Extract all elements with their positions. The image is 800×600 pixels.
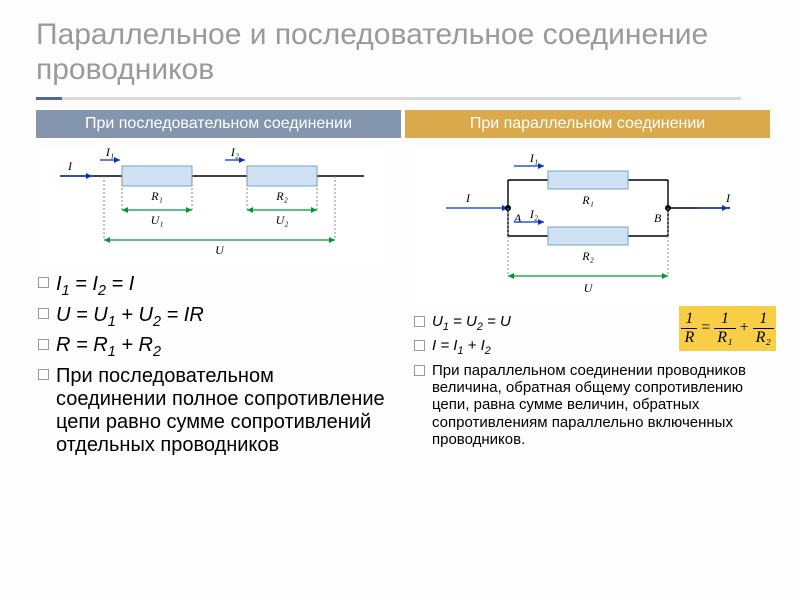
resistance-formula: 1R = 1R₁ + 1R₂ (679, 306, 776, 351)
slide: Параллельное и последовательное соединен… (0, 0, 800, 600)
svg-text:I₂: I₂ (529, 207, 538, 221)
column-series: I R₁ I₁ U₁ R₂ I₂ U₂ U I1 = I2 = I U = U1 + U2 =… (36, 142, 394, 459)
series-diagram: I R₁ I₁ U₁ R₂ I₂ U₂ U (36, 148, 388, 263)
title-rule (36, 97, 741, 100)
svg-text:R₂: R₂ (581, 249, 594, 263)
banners: При последовательном соединении При пара… (36, 110, 770, 138)
svg-text:U₁: U₁ (151, 213, 164, 227)
svg-text:B: B (654, 211, 662, 225)
page-title: Параллельное и последовательное соединен… (36, 18, 770, 93)
series-eq2: U = U1 + U2 = IR (38, 302, 388, 333)
svg-text:R₂: R₂ (275, 189, 288, 203)
svg-text:R₁: R₁ (150, 189, 163, 203)
parallel-text: При параллельном соединении проводников … (414, 360, 764, 450)
svg-text:U: U (584, 281, 594, 295)
series-eq3: R = R1 + R2 (38, 332, 388, 363)
formula-r2-d: R₂ (753, 329, 774, 347)
svg-text:I₂: I₂ (230, 148, 239, 159)
formula-r2-n: 1 (753, 310, 774, 329)
svg-text:U: U (215, 243, 225, 257)
formula-r1-d: R₁ (714, 329, 735, 347)
rule-rest (62, 97, 741, 100)
columns: I R₁ I₁ U₁ R₂ I₂ U₂ U I1 = I2 = I U = U1 + U2 =… (36, 142, 770, 459)
svg-text:I: I (465, 191, 471, 205)
rule-accent (36, 97, 62, 100)
parallel-diagram: I I A B R₁ I₁ R₂ I₂ U (412, 148, 764, 303)
column-parallel: IIABR₁I₁R₂I₂U U1 = U2 = U I = I1 + I2 Пр… (394, 142, 770, 459)
svg-text:I: I (67, 159, 73, 173)
formula-lhs-n: 1 (681, 310, 697, 329)
banner-parallel: При параллельном соединении (405, 110, 770, 138)
svg-text:R₁: R₁ (581, 193, 594, 207)
svg-text:U₂: U₂ (276, 213, 289, 227)
series-eq1: I1 = I2 = I (38, 271, 388, 302)
svg-text:I₁: I₁ (105, 148, 114, 159)
formula-r1-n: 1 (714, 310, 735, 329)
series-list: I1 = I2 = I U = U1 + U2 = IR R = R1 + R2… (36, 271, 388, 459)
series-text: При последовательном соединении полное с… (38, 363, 388, 459)
svg-text:I₁: I₁ (529, 151, 538, 165)
banner-series: При последовательном соединении (36, 110, 401, 138)
formula-lhs-d: R (681, 329, 697, 347)
svg-text:I: I (725, 191, 731, 205)
svg-text:A: A (513, 211, 522, 225)
